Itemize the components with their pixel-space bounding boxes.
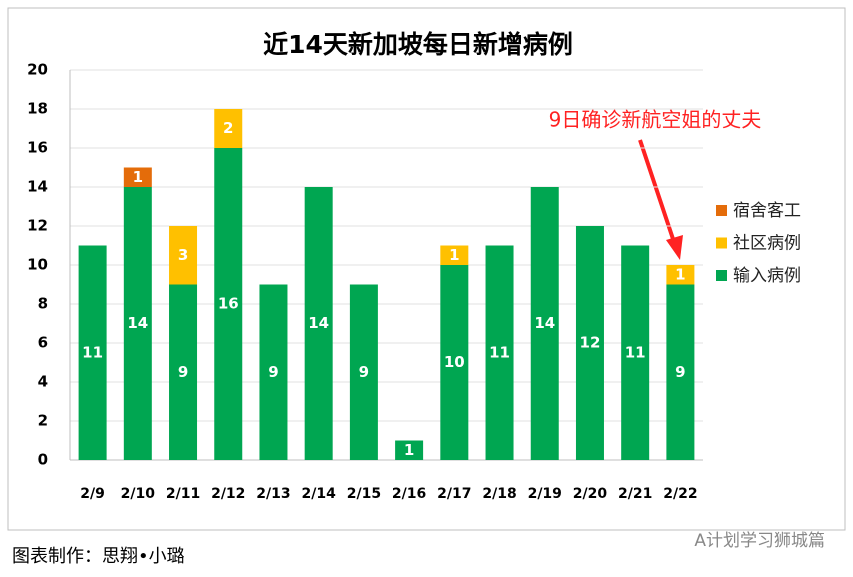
- footer: 图表制作：思翔•小璐: [12, 546, 185, 567]
- y-tick-label: 8: [38, 295, 48, 313]
- y-tick-label: 2: [38, 412, 48, 430]
- bar-segment: [666, 284, 695, 460]
- data-label: 11: [82, 343, 103, 361]
- data-label: 2: [223, 119, 233, 137]
- data-label: 1: [675, 265, 685, 283]
- data-label: 16: [218, 295, 239, 313]
- bar-segment: [304, 187, 333, 460]
- bar-segment: [259, 284, 288, 460]
- x-tick-label: 2/16: [392, 486, 426, 502]
- x-tick-label: 2/13: [256, 486, 290, 502]
- legend-label: 输入病例: [733, 266, 801, 286]
- x-tick-label: 2/14: [302, 486, 337, 502]
- data-label: 1: [449, 246, 459, 264]
- x-tick-label: 2/19: [528, 486, 562, 502]
- y-tick-label: 6: [38, 334, 48, 352]
- data-label: 1: [133, 168, 143, 186]
- data-label: 14: [127, 314, 148, 332]
- data-label: 9: [359, 363, 369, 381]
- bar-segment: [78, 245, 107, 460]
- bar-segment: [440, 265, 469, 460]
- x-tick-label: 2/20: [573, 486, 608, 502]
- x-tick-label: 2/18: [482, 486, 516, 502]
- x-tick-label: 2/21: [618, 486, 652, 502]
- data-label: 11: [625, 343, 646, 361]
- x-tick-label: 2/9: [80, 486, 105, 502]
- data-label: 12: [580, 334, 601, 352]
- data-label: 9: [268, 363, 278, 381]
- y-tick-label: 14: [27, 178, 48, 196]
- data-label: 9: [675, 363, 685, 381]
- legend-swatch: [716, 270, 727, 281]
- data-label: 14: [534, 314, 555, 332]
- x-tick-label: 2/10: [121, 486, 156, 502]
- annotation-arrow: [638, 139, 677, 246]
- bar-segment: [621, 245, 650, 460]
- data-label: 10: [444, 353, 465, 371]
- data-label: 1: [404, 441, 414, 459]
- bar-segment: [349, 284, 378, 460]
- data-label: 11: [489, 343, 510, 361]
- data-label: 9: [178, 363, 188, 381]
- data-label: 14: [308, 314, 329, 332]
- legend-label: 宿舍客工: [733, 201, 801, 221]
- x-tick-label: 2/17: [437, 486, 471, 502]
- y-tick-label: 16: [27, 139, 48, 157]
- y-tick-label: 10: [27, 256, 48, 274]
- bar-segment: [395, 440, 424, 460]
- x-tick-label: 2/12: [211, 486, 245, 502]
- annotation-arrowhead: [666, 235, 683, 260]
- bar-segment: [123, 187, 152, 460]
- x-tick-label: 2/22: [663, 486, 697, 502]
- bar-segment: [214, 148, 243, 460]
- legend-swatch: [716, 205, 727, 216]
- y-tick-label: 20: [27, 61, 48, 79]
- y-tick-label: 12: [27, 217, 48, 235]
- annotation: 9日确诊新航空姐的丈夫: [549, 108, 762, 132]
- bar-segment: [485, 245, 514, 460]
- y-tick-label: 18: [27, 100, 48, 118]
- bar-segment: [666, 265, 695, 285]
- watermark: A计划学习狮城篇: [694, 531, 825, 551]
- bar-segment: [169, 284, 198, 460]
- data-label: 3: [178, 246, 188, 264]
- bar-segment: [440, 245, 469, 265]
- chart-title: 近14天新加坡每日新增病例: [263, 30, 573, 59]
- bar-segment: [575, 226, 604, 460]
- y-tick-label: 4: [38, 373, 48, 391]
- legend-swatch: [716, 237, 727, 249]
- bar-segment: [214, 109, 243, 148]
- bar-segment: [169, 226, 198, 285]
- x-tick-label: 2/11: [166, 486, 200, 502]
- bar-segment: [530, 187, 559, 460]
- legend-label: 社区病例: [733, 234, 801, 254]
- y-tick-label: 0: [38, 451, 48, 469]
- bar-segment: [123, 167, 152, 187]
- x-tick-label: 2/15: [347, 486, 381, 502]
